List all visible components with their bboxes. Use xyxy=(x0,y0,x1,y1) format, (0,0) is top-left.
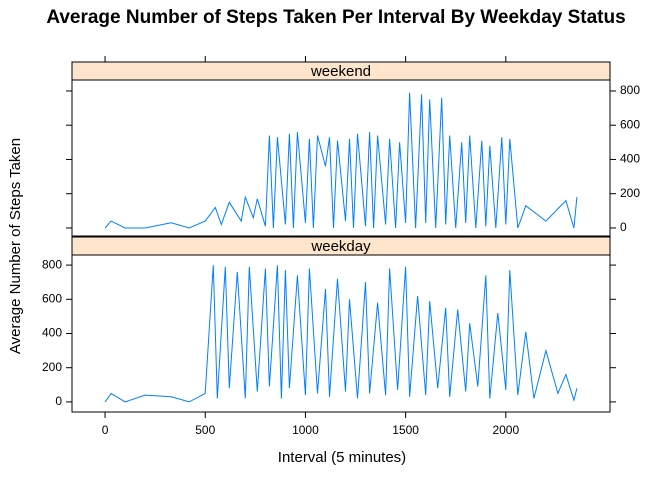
strip-label: weekday xyxy=(310,238,371,255)
panel-frame xyxy=(71,79,611,237)
data-line xyxy=(104,265,578,403)
y-tick-label: 0 xyxy=(55,394,62,408)
x-tick-label: 2000 xyxy=(492,423,519,437)
data-line xyxy=(104,92,578,229)
x-axis-label: Interval (5 minutes) xyxy=(278,449,406,466)
x-tick-label: 1000 xyxy=(292,423,319,437)
y-tick-label: 800 xyxy=(42,257,62,271)
x-tick-label: 0 xyxy=(102,423,109,437)
chart-title: Average Number of Steps Taken Per Interv… xyxy=(46,7,625,28)
y-tick-label: 400 xyxy=(42,326,62,340)
y-tick-label: 600 xyxy=(620,117,640,131)
y-tick-label: 600 xyxy=(42,291,62,305)
y-tick-label: 800 xyxy=(620,83,640,97)
y-tick-label: 200 xyxy=(620,186,640,200)
y-tick-label: 400 xyxy=(620,152,640,166)
x-tick-label: 500 xyxy=(195,423,215,437)
x-tick-label: 1500 xyxy=(392,423,419,437)
y-tick-label: 0 xyxy=(620,220,627,234)
strip-label: weekend xyxy=(310,63,371,80)
y-tick-label: 200 xyxy=(42,360,62,374)
y-axis-label: Average Number of Steps Taken xyxy=(7,138,24,354)
